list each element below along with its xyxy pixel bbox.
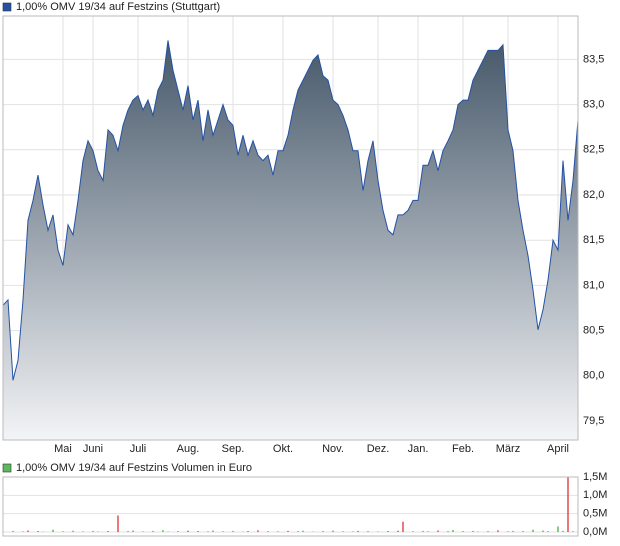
- x-tick-label: Okt.: [273, 443, 293, 455]
- bar: [82, 531, 84, 532]
- bar: [547, 531, 549, 532]
- bar: [507, 531, 509, 532]
- bar: [297, 531, 299, 532]
- bar: [62, 531, 64, 532]
- y-tick-label: 79,5: [583, 415, 604, 427]
- bar: [397, 530, 399, 532]
- bar: [332, 530, 334, 532]
- bar: [92, 530, 94, 532]
- y-tick-label: 81,0: [583, 279, 604, 291]
- legend-swatch: [2, 463, 12, 473]
- bar: [27, 530, 29, 532]
- area: [3, 40, 578, 441]
- y-tick-label: 0,0M: [583, 526, 607, 538]
- y-tick-label: 82,0: [583, 189, 604, 201]
- y-tick-label: 1,0M: [583, 489, 607, 501]
- bar: [352, 531, 354, 532]
- bar: [212, 530, 214, 532]
- line: [2, 40, 579, 381]
- x-tick-label: Juli: [130, 443, 147, 455]
- bar: [557, 526, 559, 532]
- y-tick-label: 1,5M: [583, 471, 607, 483]
- bar: [107, 531, 109, 532]
- bar: [532, 529, 534, 532]
- bar: [22, 531, 24, 532]
- bar: [37, 531, 39, 532]
- bar: [572, 531, 574, 532]
- bar: [197, 531, 199, 532]
- y-tick-label: 81,5: [583, 234, 604, 246]
- bar: [132, 530, 134, 532]
- x-tick-label: Jan.: [408, 443, 429, 455]
- x-tick-label: Dez.: [367, 443, 390, 455]
- bar: [322, 531, 324, 532]
- y-tick-label: 83,5: [583, 53, 604, 65]
- bar: [257, 530, 259, 532]
- bar: [447, 531, 449, 532]
- y-tick-label: 0,5M: [583, 508, 607, 520]
- bar: [412, 531, 414, 532]
- bar: [72, 530, 74, 532]
- x-tick-label: Aug.: [177, 443, 200, 455]
- y-tick-label: 80,0: [583, 370, 604, 382]
- bar: [12, 530, 14, 532]
- bar: [177, 531, 179, 532]
- bar: [222, 531, 224, 532]
- y-tick-label: 82,5: [583, 144, 604, 156]
- bar: [277, 531, 279, 532]
- bar: [232, 530, 234, 532]
- bar: [427, 531, 429, 532]
- bar: [562, 530, 564, 532]
- bar: [287, 530, 289, 532]
- x-tick-label: Feb.: [452, 443, 474, 455]
- bar: [302, 530, 304, 532]
- bar: [342, 531, 344, 532]
- x-tick-label: Mai: [54, 443, 72, 455]
- legend-label: 1,00% OMV 19/34 auf Festzins (Stuttgart): [16, 1, 220, 13]
- x-tick-label: Nov.: [322, 443, 344, 455]
- x-tick-label: April: [547, 443, 569, 455]
- plot-frame: [2, 476, 579, 537]
- bar: [452, 529, 454, 532]
- bar: [522, 531, 524, 532]
- bar: [497, 530, 499, 532]
- bar: [52, 529, 54, 532]
- plot-frame: [2, 15, 579, 441]
- y-tick-label: 83,0: [583, 99, 604, 111]
- legend-label: 1,00% OMV 19/34 auf Festzins Volumen in …: [16, 462, 252, 474]
- bar: [472, 530, 474, 532]
- bar: [487, 531, 489, 532]
- bar: [542, 530, 544, 532]
- bar: [422, 530, 424, 532]
- bar: [357, 530, 359, 532]
- bar: [127, 531, 129, 532]
- bar: [187, 530, 189, 532]
- x-tick-label: März: [496, 443, 520, 455]
- bar: [207, 531, 209, 532]
- x-tick-label: Juni: [83, 443, 103, 455]
- bar: [402, 521, 404, 532]
- bar: [247, 531, 249, 532]
- bar: [142, 531, 144, 532]
- bar: [437, 530, 439, 532]
- bar: [162, 530, 164, 532]
- bar: [567, 477, 569, 532]
- bar: [267, 531, 269, 532]
- bar: [152, 530, 154, 532]
- legend-swatch: [2, 2, 12, 12]
- bar: [387, 531, 389, 532]
- bar: [367, 531, 369, 532]
- x-tick-label: Sep.: [222, 443, 245, 455]
- bar: [462, 531, 464, 532]
- bar: [117, 515, 119, 532]
- y-tick-label: 80,5: [583, 325, 604, 337]
- bar: [512, 530, 514, 532]
